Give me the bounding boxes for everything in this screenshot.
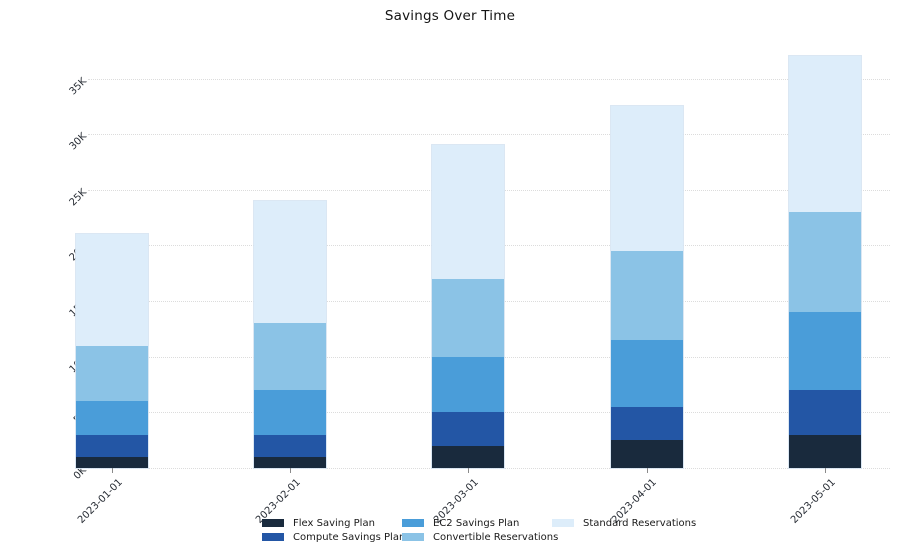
bar-segment (432, 356, 505, 413)
bar-segment (76, 345, 148, 402)
legend-label: Compute Savings Plan (293, 531, 406, 543)
legend-swatch (262, 533, 284, 541)
legend-item: Convertible Reservations (402, 531, 558, 543)
legend-item: EC2 Savings Plan (402, 517, 519, 529)
legend-label: Flex Saving Plan (293, 517, 375, 529)
legend-swatch (262, 519, 284, 527)
legend-swatch (402, 519, 424, 527)
legend-label: Standard Reservations (583, 517, 697, 529)
bar-segment (610, 406, 683, 441)
bar (787, 55, 862, 469)
gridline (88, 134, 890, 136)
bar-segment (254, 323, 327, 391)
bar-segment (76, 401, 148, 435)
bar-segment (788, 312, 861, 391)
legend-item: Flex Saving Plan (262, 517, 375, 529)
bar-segment (76, 434, 148, 457)
bar (609, 105, 684, 469)
y-tick-label: 30K (67, 131, 89, 153)
y-tick-label: 35K (67, 75, 89, 98)
bar-segment (432, 445, 505, 468)
bar-segment (254, 390, 327, 435)
bar-segment (254, 434, 327, 457)
legend-swatch (552, 519, 574, 527)
bar-segment (610, 106, 683, 252)
legend-label: Convertible Reservations (433, 531, 559, 543)
x-tick-label: 2023-01-01 (75, 477, 125, 526)
bar-segment (432, 278, 505, 357)
x-axis-tick (468, 468, 470, 473)
legend-label: EC2 Savings Plan (433, 517, 520, 529)
bar-segment (254, 200, 327, 324)
gridline (88, 468, 890, 469)
bar-segment (788, 212, 861, 313)
x-axis-tick (646, 468, 648, 473)
bar-segment (76, 456, 148, 468)
legend-item: Standard Reservations (552, 517, 696, 529)
y-tick-label: 25K (67, 186, 89, 209)
bar-segment (610, 440, 683, 468)
bar-segment (788, 390, 861, 435)
bar (75, 233, 149, 469)
x-axis-tick (112, 468, 113, 473)
gridline (88, 78, 890, 80)
bar-segment (788, 56, 861, 213)
x-axis-tick (290, 468, 292, 473)
bar-segment (432, 412, 505, 446)
bar-segment (254, 456, 327, 468)
bar-segment (432, 145, 505, 279)
bar (253, 199, 328, 469)
x-tick-label: 2023-05-01 (788, 477, 838, 526)
legend-item: Compute Savings Plan (262, 531, 405, 543)
bar (431, 144, 506, 469)
legend-swatch (402, 533, 424, 541)
chart-title: Savings Over Time (384, 8, 516, 24)
x-axis-tick (824, 468, 826, 473)
bar-segment (788, 434, 861, 468)
bar-segment (610, 340, 683, 407)
bar-segment (610, 251, 683, 341)
bar-segment (76, 234, 148, 346)
